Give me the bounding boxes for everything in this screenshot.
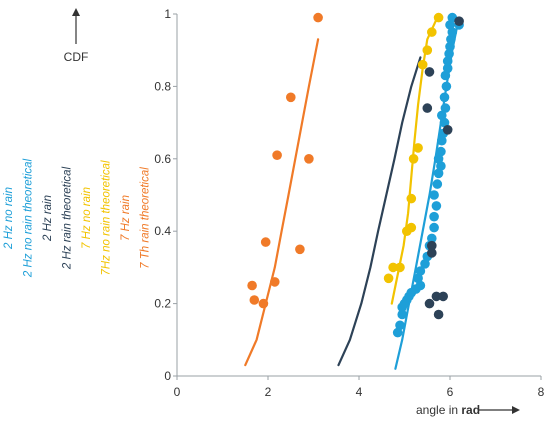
y-axis-title: CDF [64, 8, 89, 64]
series-0-point-19 [429, 190, 439, 200]
legend-item-5: 7Hz no rain theoretical [101, 160, 113, 276]
series-0-point-38 [447, 27, 458, 37]
y-tick-label: 0.2 [154, 297, 171, 311]
series-0-point-15 [427, 233, 437, 244]
series-4-point-1 [388, 262, 398, 273]
x-tick-label: 0 [174, 385, 181, 399]
series-0-point-35 [444, 49, 454, 59]
y-tick-label: 0 [164, 369, 171, 383]
legend-item-4: 7 Hz no rain [81, 187, 93, 249]
legend-item-2: 2 Hz rain [42, 195, 54, 242]
series-6-point-3 [260, 237, 271, 247]
x-tick-label: 4 [356, 385, 363, 399]
series-0-point-9 [415, 280, 426, 291]
plot-area [176, 14, 541, 377]
series-0-point-24 [436, 146, 446, 157]
series-4-point-0 [383, 273, 394, 284]
x-tick-label: 8 [538, 385, 545, 399]
series-0-point-28 [437, 110, 447, 121]
series-2-point-4 [427, 248, 437, 258]
legend-item-3: 2 Hz rain theoretical [62, 166, 74, 270]
series-0-point-30 [439, 92, 450, 103]
series-6-point-4 [270, 277, 280, 287]
series-6-point-2 [258, 298, 269, 309]
series-0-point-10 [413, 273, 423, 284]
series-0-point-29 [440, 103, 451, 113]
series-0-point-23 [433, 154, 444, 164]
series-6-point-0 [247, 280, 257, 291]
series-4-point-5 [406, 193, 417, 204]
series-6-point-9 [313, 12, 323, 23]
x-tick-label: 6 [447, 385, 454, 399]
x-axis-title-text: angle in rad [416, 403, 480, 417]
y-tick-label: 0.8 [154, 79, 171, 93]
y-tick-label: 1 [164, 7, 171, 21]
series-4-point-8 [417, 59, 428, 70]
series-0-point-36 [445, 41, 455, 52]
series-0-point-25 [437, 135, 447, 146]
y-tick-label: 0.6 [154, 152, 171, 166]
series-0-point-33 [442, 63, 453, 74]
y-axis-title-text: CDF [64, 50, 89, 64]
series-6-point-7 [295, 244, 305, 255]
series-0-point-21 [433, 168, 444, 179]
x-axis-ticks: 0 2 4 6 8 [174, 376, 545, 399]
series-0-point-0 [392, 327, 403, 338]
series-2-point-3 [438, 291, 449, 302]
series-0-point-37 [446, 34, 456, 45]
x-tick-label: 2 [265, 385, 272, 399]
legend-item-0: 2 Hz no rain [3, 187, 15, 250]
series-2-point-7 [424, 67, 435, 77]
series-0-point-31 [441, 81, 452, 92]
series-6-point-5 [272, 150, 282, 160]
series-0-point-39 [445, 20, 455, 30]
series-2-point-5 [427, 240, 437, 251]
series-0-point-11 [415, 266, 426, 276]
series-4-point-4 [406, 222, 417, 233]
series-0-point-12 [420, 259, 430, 269]
series-6-point-8 [304, 154, 314, 164]
series-0-point-16 [429, 222, 439, 233]
legend-item-6: 7 Hz rain [120, 195, 132, 241]
series-0-point-20 [432, 179, 443, 189]
series-2-point-1 [433, 309, 444, 320]
series-line-7 [244, 38, 320, 367]
y-axis-ticks: 0 0.2 0.4 0.6 0.8 1 [154, 7, 177, 383]
series-4-point-2 [395, 262, 405, 273]
x-axis-arrow-head [512, 406, 520, 414]
y-axis-arrow-head [72, 8, 80, 16]
series-6-point-6 [286, 92, 296, 103]
legend-item-7: 7 Th rain theoretical [140, 167, 152, 269]
x-axis-title-unit: rad [461, 403, 480, 417]
series-0-point-32 [440, 70, 451, 81]
x-axis-title-prefix: angle in [416, 403, 461, 417]
series-4-point-9 [422, 45, 433, 55]
series-2-point-0 [424, 298, 435, 309]
series-4-point-10 [427, 27, 437, 37]
series-2-point-8 [442, 125, 453, 135]
series-4-point-6 [408, 154, 419, 164]
series-2-point-9 [454, 16, 464, 27]
legend-item-1: 2 Hz no rain theoretical [23, 158, 35, 278]
series-line-3 [337, 56, 422, 367]
series-0-point-2 [397, 309, 408, 320]
series-2-point-2 [431, 291, 442, 302]
series-6-point-1 [249, 295, 260, 305]
series-0-point-34 [442, 56, 453, 66]
series-4-point-7 [413, 143, 423, 153]
series-layer [244, 12, 464, 370]
y-tick-label: 0.4 [154, 224, 171, 238]
series-2-point-6 [422, 103, 433, 113]
series-0-point-27 [439, 117, 450, 128]
series-0-point-1 [395, 320, 405, 331]
legend: 2 Hz no rain 2 Hz no rain theoretical 2 Hz… [3, 158, 152, 278]
x-axis-title: angle in rad [416, 403, 520, 417]
series-0-point-22 [436, 161, 446, 171]
series-0-point-18 [431, 201, 442, 211]
series-0-point-17 [429, 211, 439, 222]
series-4-point-11 [433, 12, 444, 23]
